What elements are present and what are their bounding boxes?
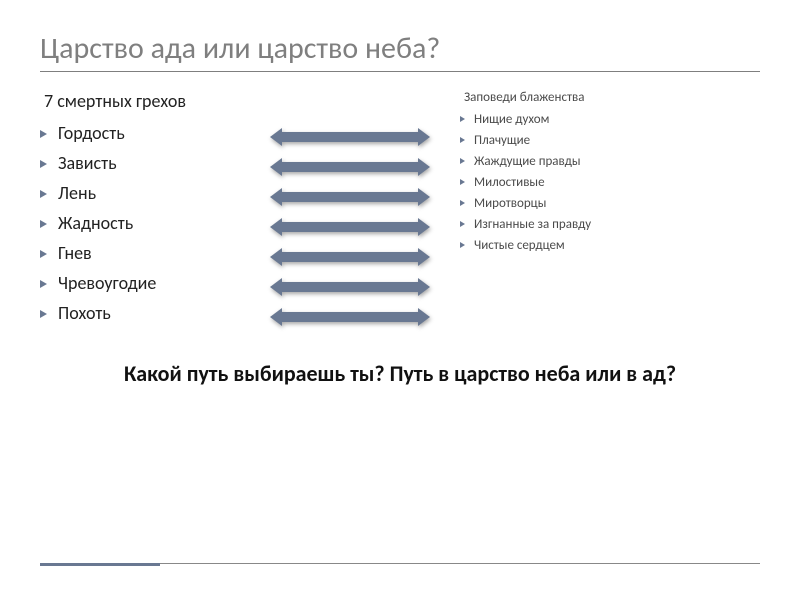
content-row: 7 смертных грехов Гордость Зависть Лень … [40, 90, 760, 332]
list-item: Жаждущие правды [460, 151, 700, 172]
double-arrow-icon [250, 122, 450, 152]
beatitudes-heading: Заповеди блаженства [460, 90, 700, 105]
list-item: Зависть [40, 148, 250, 178]
double-arrow-icon [250, 182, 450, 212]
double-arrow-icon [250, 152, 450, 182]
slide: Царство ада или царство неба? 7 смертных… [0, 0, 800, 600]
sins-list: Гордость Зависть Лень Жадность Гнев Чрев… [40, 118, 250, 328]
double-arrow-icon [250, 212, 450, 242]
page-title: Царство ада или царство неба? [40, 30, 760, 67]
list-item: Изгнанные за правду [460, 214, 700, 235]
sins-heading: 7 смертных грехов [40, 90, 250, 112]
double-arrow-icon [250, 302, 450, 332]
double-arrow-icon [250, 272, 450, 302]
list-item: Лень [40, 178, 250, 208]
list-item: Похоть [40, 298, 250, 328]
list-item: Плачущие [460, 130, 700, 151]
beatitudes-list: Нищие духом Плачущие Жаждущие правды Мил… [460, 109, 700, 256]
list-item: Чистые сердцем [460, 235, 700, 256]
list-item: Гнев [40, 238, 250, 268]
list-item: Гордость [40, 118, 250, 148]
arrows-column [250, 90, 450, 332]
footer-accent [40, 563, 160, 566]
question-text: Какой путь выбираешь ты? Путь в царство … [40, 360, 760, 388]
list-item: Милостивые [460, 172, 700, 193]
sins-column: 7 смертных грехов Гордость Зависть Лень … [40, 90, 250, 328]
list-item: Нищие духом [460, 109, 700, 130]
title-divider [40, 71, 760, 72]
list-item: Чревоугодие [40, 268, 250, 298]
list-item: Миротворцы [460, 193, 700, 214]
double-arrow-icon [250, 242, 450, 272]
beatitudes-column: Заповеди блаженства Нищие духом Плачущие… [450, 90, 700, 256]
list-item: Жадность [40, 208, 250, 238]
